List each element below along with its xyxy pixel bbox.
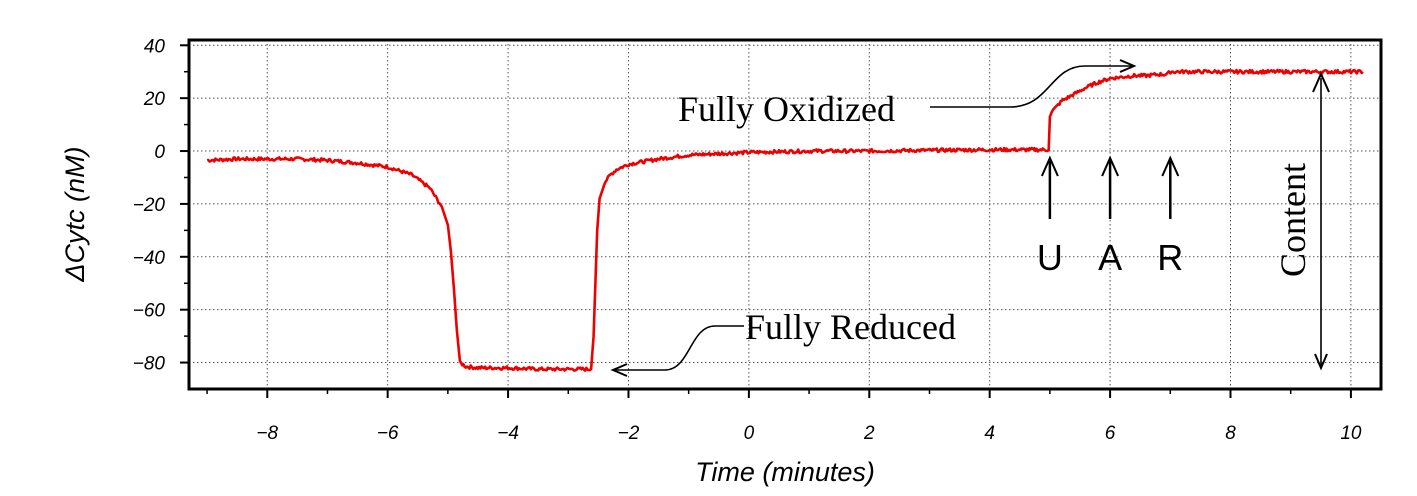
x-tick-label: 6 xyxy=(1105,423,1116,444)
x-tick-label: 4 xyxy=(984,423,995,444)
fully-reduced-arrow-line xyxy=(615,325,744,371)
marker-label-r: R xyxy=(1157,237,1183,278)
y-axis-title: ΔCytc (nM) xyxy=(60,146,90,282)
x-tick-label: 2 xyxy=(863,423,875,444)
fully-oxidized-label: Fully Oxidized xyxy=(678,89,895,129)
fully-oxidized-arrow-head xyxy=(1119,59,1137,73)
fully-reduced-arrow-head xyxy=(610,363,628,377)
x-tick-label: 10 xyxy=(1340,423,1362,444)
y-axis-title-unit: (nM) xyxy=(60,146,90,202)
x-tick-label: −6 xyxy=(377,423,399,444)
content-label: Content xyxy=(1273,163,1313,277)
x-tick-label: 0 xyxy=(744,423,755,444)
y-tick-label: 40 xyxy=(144,36,166,57)
y-tick-label: 20 xyxy=(143,89,166,110)
x-tick-label: 8 xyxy=(1225,423,1236,444)
x-tick-label: −4 xyxy=(497,423,519,444)
content-arrow-top-head xyxy=(1312,71,1330,93)
x-tick-label: −2 xyxy=(618,423,640,444)
y-tick-label: 0 xyxy=(154,142,165,163)
x-tick-label: −8 xyxy=(256,423,278,444)
gridlines xyxy=(189,40,1381,389)
x-axis-title: Time (minutes) xyxy=(695,457,875,487)
marker-arrow-a-head xyxy=(1101,155,1120,177)
y-axis-title-symbol: ΔCytc xyxy=(60,209,90,283)
fully-oxidized-arrow-line xyxy=(930,65,1132,108)
plot-frame xyxy=(187,38,1383,391)
y-tick-label: −60 xyxy=(133,301,166,322)
y-tick-label: −40 xyxy=(133,248,166,269)
marker-arrow-u-head xyxy=(1040,155,1059,177)
annotations: Fully Oxidized Fully Reduced U A R Content xyxy=(610,59,1330,377)
content-arrow-bottom-head xyxy=(1314,353,1328,371)
fully-reduced-label: Fully Reduced xyxy=(745,307,956,347)
y-tick-label: −20 xyxy=(133,195,166,216)
marker-arrow-r-head xyxy=(1161,155,1180,177)
marker-label-u: U xyxy=(1037,237,1063,278)
y-tick-label: −80 xyxy=(133,354,166,375)
series-line-delta-cytc xyxy=(206,68,1364,372)
marker-label-a: A xyxy=(1098,237,1122,278)
series-layer xyxy=(206,68,1364,372)
